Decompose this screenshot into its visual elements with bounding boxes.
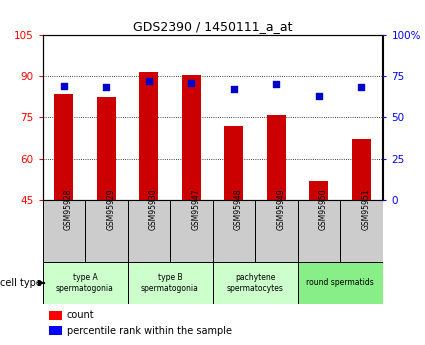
Bar: [298, 262, 382, 304]
Bar: [224, 126, 243, 200]
Bar: [212, 200, 255, 262]
Bar: [42, 262, 128, 304]
Bar: [181, 75, 201, 200]
Bar: [255, 200, 298, 262]
Bar: [54, 94, 73, 200]
Text: GSM95951: GSM95951: [361, 189, 370, 230]
Bar: [139, 72, 158, 200]
Text: GSM95948: GSM95948: [234, 189, 243, 230]
Text: pachytene
spermatocytes: pachytene spermatocytes: [227, 273, 283, 293]
Text: type A
spermatogonia: type A spermatogonia: [56, 273, 114, 293]
Bar: [42, 200, 85, 262]
Point: [230, 86, 237, 92]
Point: [188, 80, 195, 85]
Point: [60, 83, 67, 89]
Bar: [298, 200, 340, 262]
Bar: [85, 200, 128, 262]
Title: GDS2390 / 1450111_a_at: GDS2390 / 1450111_a_at: [133, 20, 292, 33]
Bar: [212, 262, 298, 304]
Bar: [340, 200, 382, 262]
Text: count: count: [67, 310, 94, 320]
Bar: [309, 181, 328, 200]
Bar: [170, 200, 212, 262]
Point: [103, 85, 110, 90]
Text: GSM95950: GSM95950: [319, 189, 328, 230]
Text: GSM95928: GSM95928: [64, 189, 73, 230]
Text: percentile rank within the sample: percentile rank within the sample: [67, 326, 232, 335]
Bar: [128, 200, 170, 262]
Text: GSM95949: GSM95949: [276, 189, 285, 230]
Bar: [96, 97, 116, 200]
Point: [315, 93, 322, 99]
Bar: [128, 262, 212, 304]
Text: GSM95930: GSM95930: [149, 189, 158, 230]
Text: cell type: cell type: [0, 278, 42, 288]
Point: [358, 85, 365, 90]
Bar: [351, 139, 371, 200]
Text: type B
spermatogonia: type B spermatogonia: [141, 273, 199, 293]
Bar: [49, 326, 62, 335]
Text: round spermatids: round spermatids: [306, 278, 374, 287]
Point: [273, 81, 280, 87]
Point: [145, 78, 152, 83]
Bar: [49, 310, 62, 320]
Bar: [267, 115, 286, 200]
Text: GSM95929: GSM95929: [106, 189, 115, 230]
Text: GSM95947: GSM95947: [191, 189, 200, 230]
